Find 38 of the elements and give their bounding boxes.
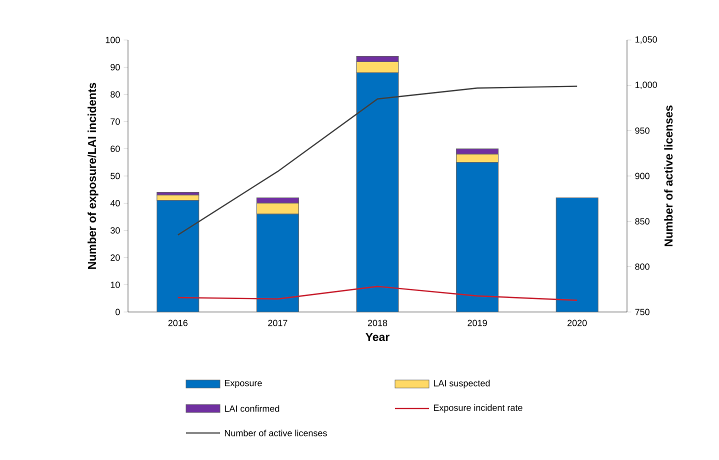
y2-tick-label: 800 [635,263,650,270]
x-tick-label: 2016 [168,320,188,326]
line-series [177,86,578,236]
legend-label: LAI confirmed [224,405,280,412]
bar [356,72,399,312]
bar [456,162,499,312]
x-tick-label: 2020 [568,320,587,326]
y-tick-label: 60 [110,146,120,152]
y-tick-label: 50 [110,172,120,180]
y-tick-label: 100 [106,36,120,44]
y2-axis-title: Number of active licenses [664,106,673,246]
legend-label: Number of active licenses [224,430,327,436]
y-tick-label: 10 [110,282,120,288]
legend-label: Exposure incident rate [434,404,522,413]
line-series [177,286,578,301]
x-tick-label: 2017 [268,320,288,326]
x-axis-title: Year [366,333,390,342]
y2-tick-label: 750 [635,308,650,316]
y2-tick-label: 850 [635,218,650,225]
x-tick-label: 2019 [468,320,487,326]
y-axis-title: Number of exposure/LAI incidents [88,82,98,269]
y-tick-label: 80 [110,91,120,98]
y2-tick-label: 1,000 [635,82,657,90]
y-tick-label: 0 [116,308,120,316]
x-tick-label: 2018 [368,320,388,326]
y2-tick-label: 900 [635,172,650,180]
legend-label: Exposure [224,380,262,388]
bar [156,200,200,312]
legend-label: LAI suspected [434,380,490,388]
y2-tick-label: 950 [635,127,650,134]
y-tick-label: 40 [110,200,120,206]
bar [556,197,598,312]
y-tick-label: 20 [110,254,120,261]
y-tick-label: 70 [110,118,120,125]
bar [256,214,299,312]
y-tick-label: 30 [110,227,120,234]
y2-tick-label: 1,050 [635,36,657,44]
y-tick-label: 90 [110,64,120,70]
